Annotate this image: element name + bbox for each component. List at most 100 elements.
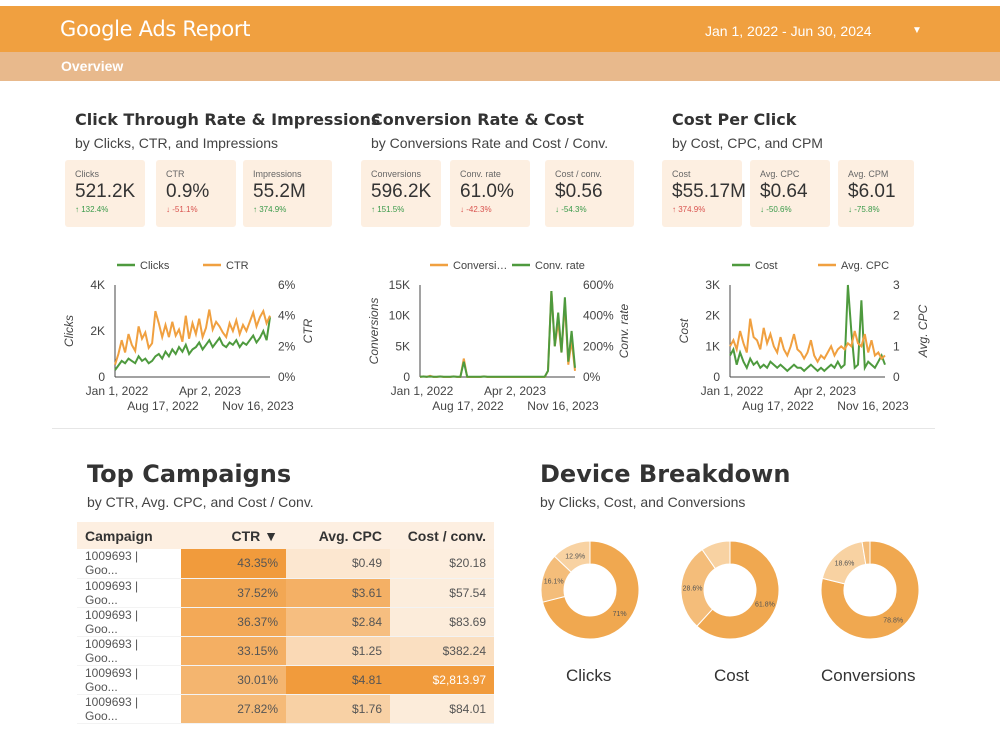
report-title: Google Ads Report bbox=[60, 17, 251, 41]
kpi-delta: ↓ -75.8% bbox=[848, 205, 880, 214]
date-range-picker[interactable]: Jan 1, 2022 - Jun 30, 2024 bbox=[705, 23, 872, 39]
legend-label: Conv. rate bbox=[535, 260, 585, 272]
page-nav-bar: Overview bbox=[0, 52, 1000, 81]
legend-label: Avg. CPC bbox=[841, 260, 889, 272]
section-subtitle-ctr: by Clicks, CTR, and Impressions bbox=[75, 135, 279, 151]
cost-per-conv-cell: $83.69 bbox=[390, 607, 494, 637]
x-tick-label: Jan 1, 2022 bbox=[391, 384, 454, 398]
table-row[interactable]: 1009693 | Goo... 43.35% $0.49 $20.18 bbox=[77, 549, 494, 579]
kpi-card-impressions[interactable]: Impressions 55.2M ↑ 374.9% bbox=[243, 160, 332, 227]
section-title-conversion: Conversion Rate & Cost bbox=[371, 110, 584, 129]
donut-slice bbox=[861, 540, 871, 565]
chevron-down-icon[interactable]: ▼ bbox=[912, 25, 922, 36]
device-breakdown-subtitle: by Clicks, Cost, and Conversions bbox=[540, 494, 746, 510]
conversions-donut-chart[interactable]: 78.8% 18.6% bbox=[820, 540, 920, 640]
x-tick-label: Jan 1, 2022 bbox=[86, 384, 149, 398]
y2-tick-label: 2% bbox=[278, 339, 296, 353]
y-axis-title: Cost bbox=[677, 318, 691, 343]
kpi-card-avg-cpm[interactable]: Avg. CPM $6.01 ↓ -75.8% bbox=[838, 160, 914, 227]
y-tick-label: 0 bbox=[713, 370, 720, 384]
x-tick-label: Aug 17, 2022 bbox=[742, 399, 814, 413]
y2-tick-label: 2 bbox=[893, 309, 900, 323]
y2-tick-label: 3 bbox=[893, 278, 900, 292]
campaign-name-cell: 1009693 | Goo... bbox=[77, 578, 181, 608]
y2-tick-label: 1 bbox=[893, 339, 900, 353]
kpi-card-conversions[interactable]: Conversions 596.2K ↑ 151.5% bbox=[361, 160, 441, 227]
kpi-card-ctr[interactable]: CTR 0.9% ↓ -51.1% bbox=[156, 160, 236, 227]
x-tick-label: Jan 1, 2022 bbox=[701, 384, 764, 398]
donut-slice-label: 61.8% bbox=[755, 602, 775, 609]
column-header-ctr[interactable]: CTR ▼ bbox=[181, 522, 286, 549]
campaigns-table: Campaign CTR ▼ Avg. CPC Cost / conv. 100… bbox=[77, 522, 494, 724]
table-row[interactable]: 1009693 | Goo... 36.37% $2.84 $83.69 bbox=[77, 607, 494, 637]
kpi-label: Clicks bbox=[75, 169, 99, 179]
device-breakdown-title: Device Breakdown bbox=[540, 460, 791, 488]
kpi-card-conv-rate[interactable]: Conv. rate 61.0% ↓ -42.3% bbox=[450, 160, 530, 227]
cost-per-conv-cell: $2,813.97 bbox=[390, 665, 494, 695]
kpi-label: Conversions bbox=[371, 169, 422, 179]
cost-cpc-line-chart[interactable]: Cost Avg. CPC 3K 2K 1K 0 3 2 1 0 Cost Avg. CPC Jan 1… bbox=[670, 252, 950, 417]
y-tick-label: 2K bbox=[705, 309, 720, 323]
section-title-cpc: Cost Per Click bbox=[672, 110, 797, 129]
kpi-label: Cost / conv. bbox=[555, 169, 602, 179]
top-campaigns-title: Top Campaigns bbox=[87, 460, 292, 488]
kpi-card-avg-cpc[interactable]: Avg. CPC $0.64 ↓ -50.6% bbox=[750, 160, 830, 227]
clicks-ctr-line-chart[interactable]: Clicks CTR 4K 2K 0 6% 4% 2% 0% Clicks CTR Jan 1, 20… bbox=[55, 252, 335, 417]
table-row[interactable]: 1009693 | Goo... 33.15% $1.25 $382.24 bbox=[77, 636, 494, 666]
clicks-donut-chart[interactable]: 71% 16.1% 12.9% bbox=[540, 540, 640, 640]
kpi-card-cost-per-conv[interactable]: Cost / conv. $0.56 ↓ -54.3% bbox=[545, 160, 634, 227]
series-line-ctr bbox=[114, 308, 271, 366]
donut-label-conversions: Conversions bbox=[821, 666, 916, 685]
kpi-card-cost[interactable]: Cost $55.17M ↑ 374.9% bbox=[662, 160, 746, 227]
ctr-cell: 36.37% bbox=[181, 607, 286, 637]
conversions-rate-line-chart[interactable]: Conversi… Conv. rate 15K 10K 5K 0 600% 400% 200%… bbox=[360, 252, 650, 417]
section-subtitle-cpc: by Cost, CPC, and CPM bbox=[672, 135, 823, 151]
donut-label-cost: Cost bbox=[714, 666, 749, 685]
campaign-name-cell: 1009693 | Goo... bbox=[77, 694, 181, 724]
kpi-value: 596.2K bbox=[371, 181, 432, 202]
ctr-cell: 43.35% bbox=[181, 549, 286, 579]
x-tick-label: Aug 17, 2022 bbox=[432, 399, 504, 413]
report-header: Google Ads Report Jan 1, 2022 - Jun 30, … bbox=[0, 6, 1000, 52]
y-tick-label: 1K bbox=[705, 339, 720, 353]
cost-donut-chart[interactable]: 61.8% 28.6% bbox=[680, 540, 780, 640]
y2-tick-label: 400% bbox=[583, 309, 614, 323]
kpi-card-clicks[interactable]: Clicks 521.2K ↑ 132.4% bbox=[65, 160, 145, 227]
column-header-campaign[interactable]: Campaign bbox=[77, 522, 181, 549]
top-campaigns-subtitle: by CTR, Avg. CPC, and Cost / Conv. bbox=[87, 494, 314, 510]
y2-axis-title: Conv. rate bbox=[617, 303, 631, 358]
table-row[interactable]: 1009693 | Goo... 30.01% $4.81 $2,813.97 bbox=[77, 665, 494, 695]
ctr-cell: 30.01% bbox=[181, 665, 286, 695]
avg-cpc-cell: $1.76 bbox=[286, 694, 390, 724]
y-axis-title: Conversions bbox=[367, 298, 381, 365]
donut-slice bbox=[541, 540, 640, 640]
cost-per-conv-cell: $20.18 bbox=[390, 549, 494, 579]
cost-per-conv-cell: $84.01 bbox=[390, 694, 494, 724]
kpi-delta: ↑ 151.5% bbox=[371, 205, 405, 214]
x-tick-label: Nov 16, 2023 bbox=[222, 399, 294, 413]
donut-slice bbox=[820, 540, 920, 640]
column-header-cost-per-conv[interactable]: Cost / conv. bbox=[390, 522, 494, 549]
y2-tick-label: 0 bbox=[893, 370, 900, 384]
legend-label: CTR bbox=[226, 260, 249, 272]
kpi-delta: ↓ -42.3% bbox=[460, 205, 492, 214]
table-row[interactable]: 1009693 | Goo... 37.52% $3.61 $57.54 bbox=[77, 578, 494, 608]
kpi-delta: ↑ 132.4% bbox=[75, 205, 109, 214]
donut-slice-label: 28.6% bbox=[683, 585, 703, 592]
y2-tick-label: 600% bbox=[583, 278, 614, 292]
avg-cpc-cell: $3.61 bbox=[286, 578, 390, 608]
avg-cpc-cell: $0.49 bbox=[286, 549, 390, 579]
y2-tick-label: 6% bbox=[278, 278, 296, 292]
x-tick-label: Apr 2, 2023 bbox=[484, 384, 546, 398]
column-header-avg-cpc[interactable]: Avg. CPC bbox=[286, 522, 390, 549]
kpi-delta: ↑ 374.9% bbox=[253, 205, 287, 214]
campaign-name-cell: 1009693 | Goo... bbox=[77, 549, 181, 579]
kpi-label: Avg. CPM bbox=[848, 169, 889, 179]
x-tick-label: Aug 17, 2022 bbox=[127, 399, 199, 413]
table-row[interactable]: 1009693 | Goo... 27.82% $1.76 $84.01 bbox=[77, 694, 494, 724]
y-tick-label: 3K bbox=[705, 278, 720, 292]
y-tick-label: 10K bbox=[389, 309, 410, 323]
tab-overview[interactable]: Overview bbox=[61, 58, 124, 74]
avg-cpc-cell: $2.84 bbox=[286, 607, 390, 637]
series-line-cost bbox=[729, 284, 886, 373]
